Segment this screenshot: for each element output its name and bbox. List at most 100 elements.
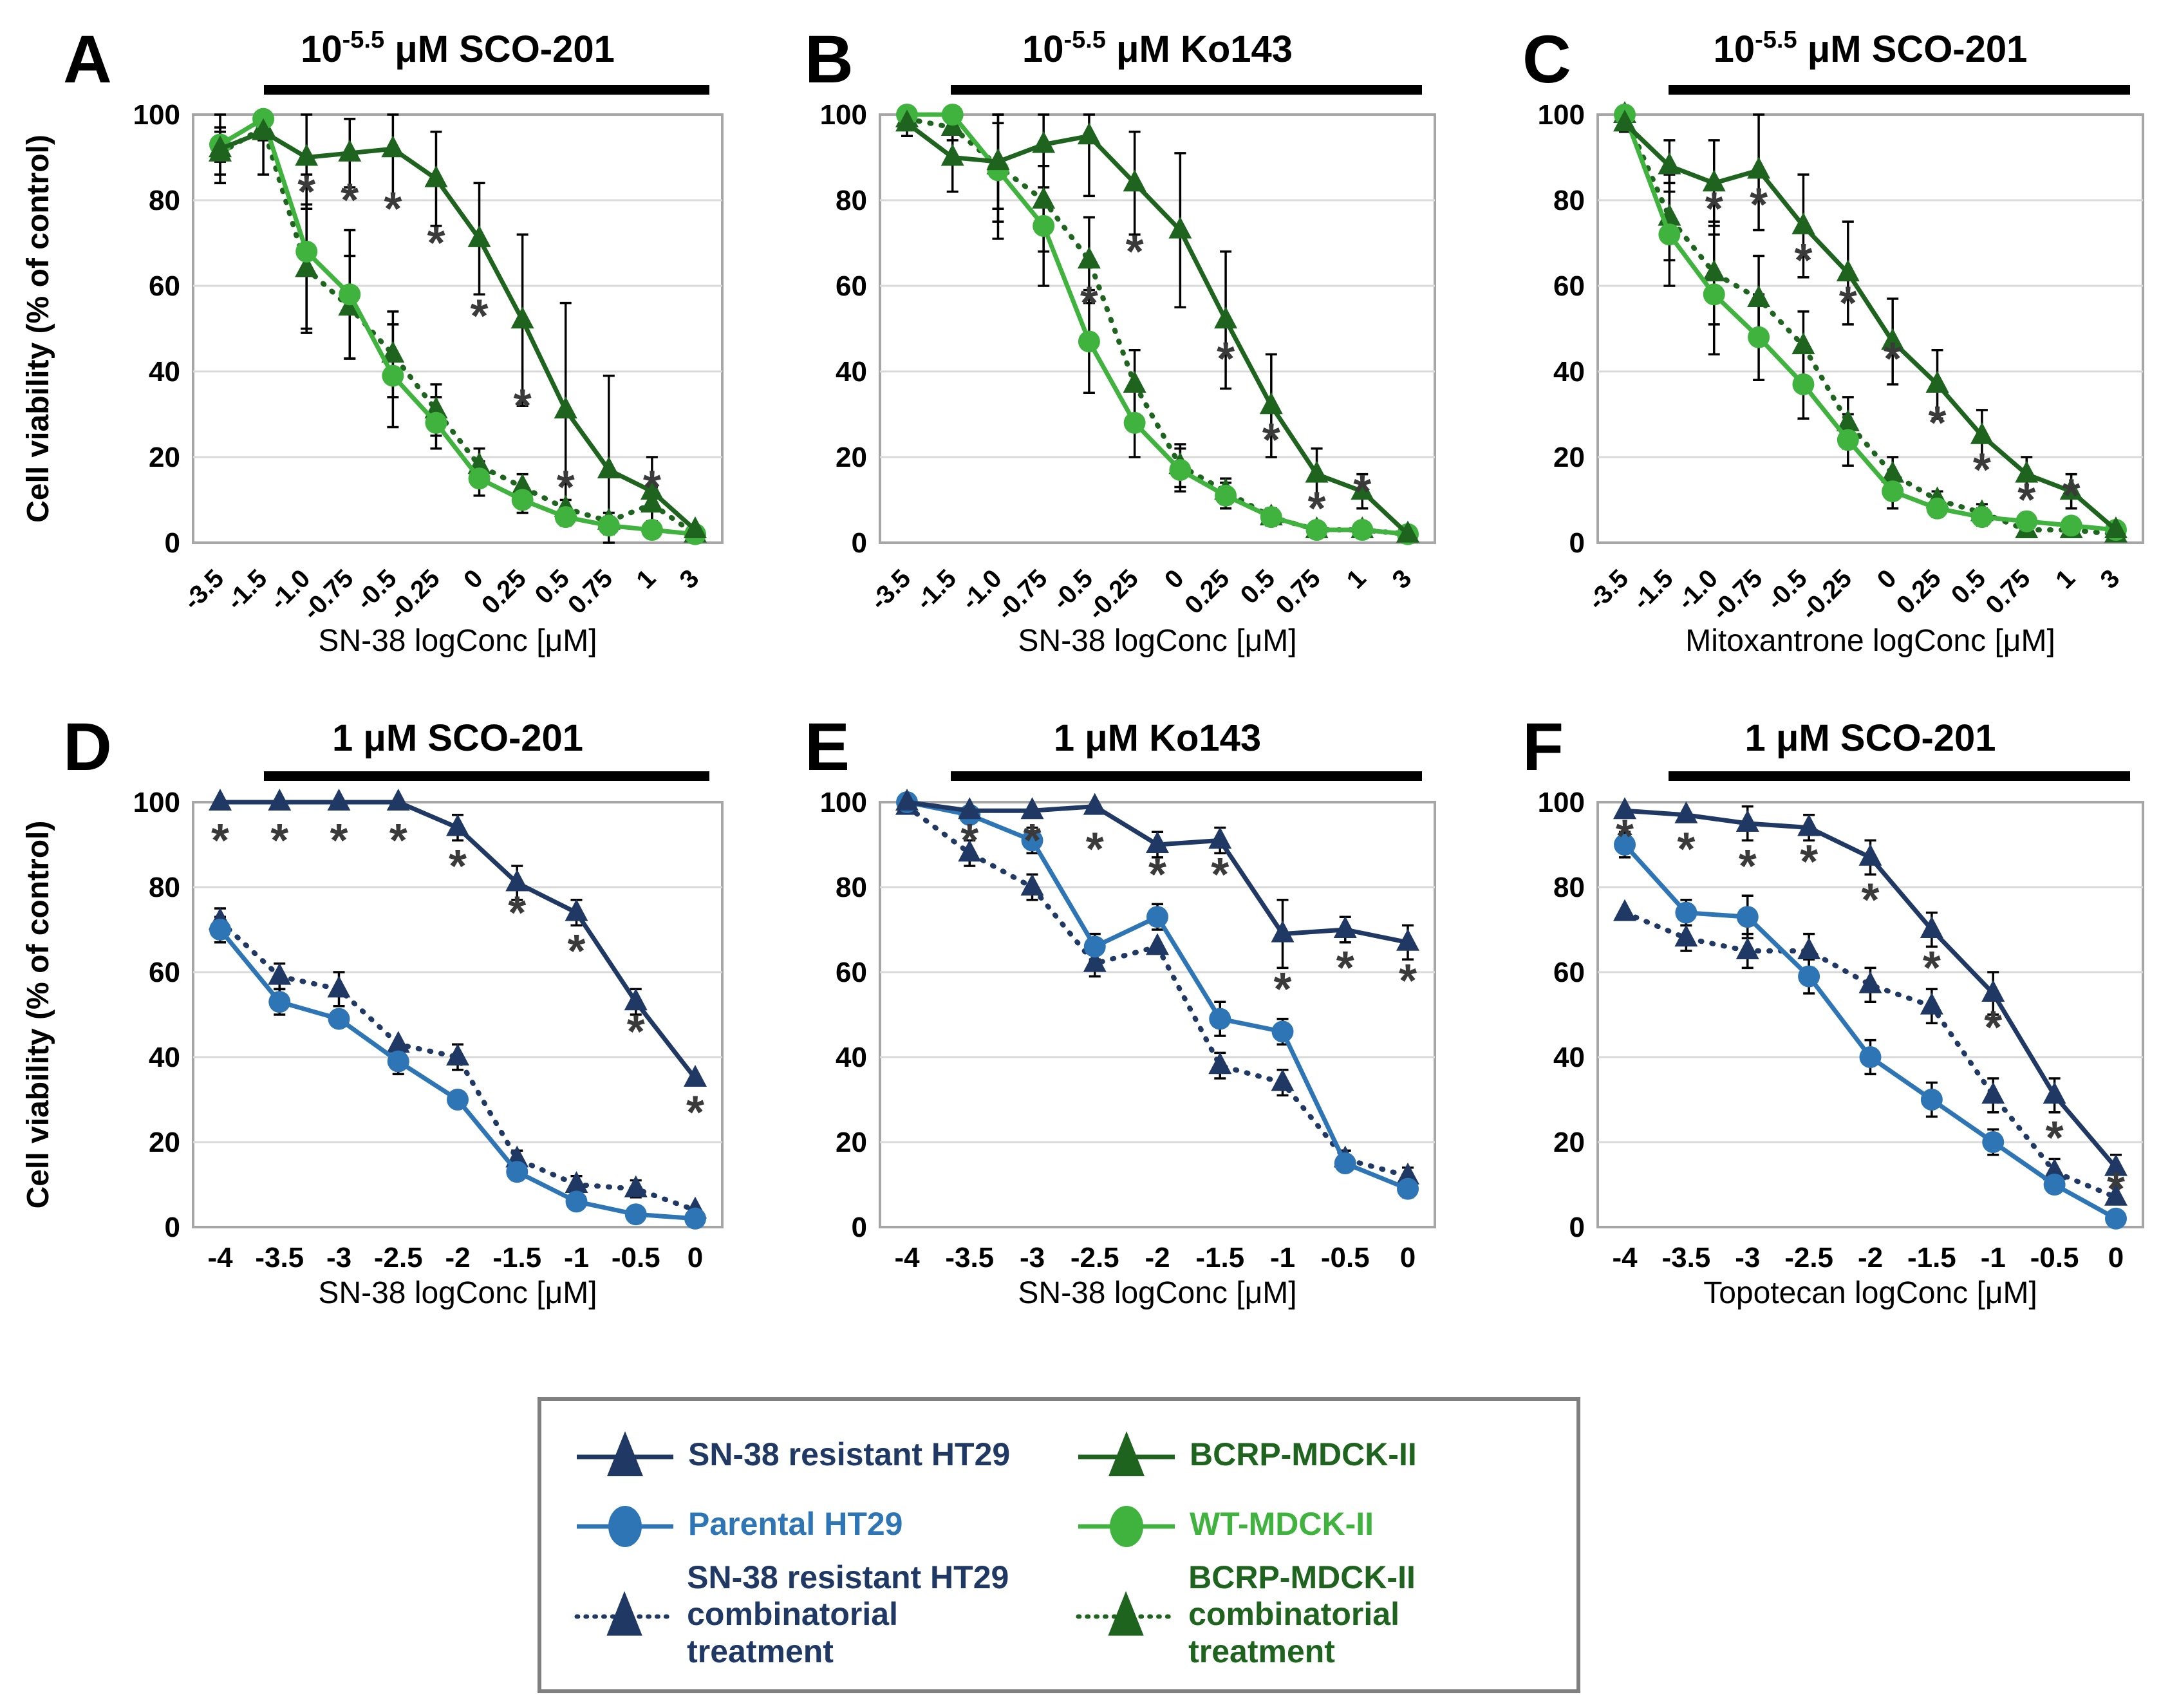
svg-text:*: * (471, 290, 489, 342)
svg-text:*: * (686, 1087, 704, 1139)
svg-text:*: * (341, 175, 359, 227)
svg-text:*: * (297, 166, 315, 218)
x-tick-label: 0.75 (563, 564, 618, 619)
svg-text:*: * (427, 218, 445, 269)
y-axis-title: Cell viability (% of control) (21, 821, 55, 1209)
triangle-dashed-marker-icon (1076, 1591, 1176, 1636)
y-tick-label: 0 (165, 527, 180, 559)
svg-text:*: * (2046, 1112, 2064, 1164)
y-tick-label: 80 (836, 872, 867, 903)
legend-item-label: SN-38 resistant HT29 (688, 1436, 1011, 1473)
x-tick-label: -0.75 (991, 564, 1053, 626)
title-underline-bar (951, 771, 1422, 781)
series-markers-navy-dashed (1613, 899, 2128, 1206)
y-tick-label: 60 (149, 957, 180, 988)
y-tick-label: 80 (836, 185, 867, 216)
x-tick-label: -0.25 (384, 564, 445, 626)
series-line-navy-dashed (1622, 910, 2118, 1200)
y-tick-label: 40 (1553, 356, 1585, 388)
panel-title-A: 10-5.5 μM SCO-201 (301, 26, 615, 70)
series-markers-blue-solid (896, 791, 1419, 1200)
series-markers-dark_green-solid (895, 109, 1419, 543)
svg-text:*: * (1262, 415, 1280, 466)
title-underline-bar (951, 85, 1422, 95)
series-markers-light_green-solid (1614, 104, 2127, 541)
legend-item: BCRP-MDCK-II combinatorial treatment (1075, 1559, 1551, 1671)
legend-item-label: BCRP-MDCK-II combinatorial treatment (1188, 1559, 1551, 1671)
panel-title-D: 1 μM SCO-201 (332, 717, 583, 759)
svg-text:*: * (1616, 811, 1634, 863)
x-tick-label: 0 (1159, 564, 1190, 594)
y-tick-label: 20 (836, 1127, 867, 1158)
y-tick-label: 60 (1553, 957, 1585, 988)
x-tick-label: -4 (1612, 1242, 1638, 1273)
significance-asterisks: * * * * * * * * * (211, 815, 704, 1138)
panel-title-E: 1 μM Ko143 (1054, 717, 1261, 759)
svg-text:*: * (1336, 943, 1354, 994)
x-tick-label: -0.5 (2030, 1242, 2079, 1273)
x-tick-label: -3 (1020, 1242, 1045, 1273)
y-tick-label: 20 (149, 1127, 180, 1158)
y-tick-label: 40 (836, 356, 867, 388)
y-tick-label: 60 (836, 270, 867, 302)
x-tick-label: -0.5 (1321, 1242, 1370, 1273)
x-tick-label: 1 (1342, 564, 1372, 594)
legend-item: BCRP-MDCK-II (1075, 1420, 1551, 1490)
triangle-dashed-marker-icon (574, 1591, 675, 1636)
y-tick-label: 40 (1553, 1042, 1585, 1073)
triangle-marker-icon (1078, 1431, 1175, 1476)
panel-letter-A: A (63, 22, 112, 97)
error-bars (1619, 113, 2033, 531)
y-tick-label: 80 (1553, 185, 1585, 216)
series-line-light_green-solid (907, 112, 1408, 537)
x-tick-label: -1.5 (221, 564, 273, 615)
legend-item: SN-38 resistant HT29 combinatorial treatm… (574, 1559, 1049, 1671)
circle-marker-icon (577, 1505, 673, 1547)
svg-text:*: * (449, 841, 467, 892)
panel-C: C 10-5.5 μM SCO-201 100 80 60 40 20 0 -3.5 -1.5 -1… (1472, 5, 2167, 675)
significance-asterisks: * * * * * * (1080, 227, 1371, 535)
y-tick-label: 100 (133, 99, 180, 131)
series-markers-dark_green-solid (1613, 109, 2128, 539)
y-tick-label: 20 (1553, 442, 1585, 473)
series-markers-blue-solid (1614, 834, 2127, 1230)
legend-item: Parental HT29 (574, 1490, 1049, 1559)
x-tick-label: 0.75 (1980, 564, 2035, 619)
significance-asterisks: * * * * * * * * (297, 166, 661, 513)
triangle-marker-icon (577, 1431, 673, 1476)
x-tick-label: 0 (1872, 564, 1902, 594)
x-axis-title: Mitoxantrone logConc [μM] (1685, 624, 2055, 658)
y-tick-label: 80 (149, 872, 180, 903)
y-tick-label: 20 (836, 442, 867, 473)
svg-text:*: * (1739, 841, 1757, 892)
svg-text:*: * (2062, 471, 2081, 522)
svg-text:*: * (1973, 445, 1991, 496)
x-tick-label: -3.5 (945, 1242, 994, 1273)
legend-item: WT-MDCK-II (1075, 1490, 1551, 1559)
svg-text:*: * (514, 380, 532, 432)
panel-D: D 1 μM SCO-201 100 80 60 40 20 0 Cell viability … (13, 680, 747, 1349)
x-tick-label: -1.5 (492, 1242, 541, 1273)
significance-asterisks: * * * * * * * * * (1616, 811, 2125, 1215)
y-tick-label: 100 (820, 99, 867, 131)
series-markers-dark_green-solid (209, 118, 707, 539)
legend-item-label: WT-MDCK-II (1190, 1505, 1374, 1542)
panel-E: E 1 μM Ko143 100 80 60 40 20 0 -4 -3.5 -3 -2.5 -2 -1.… (754, 680, 1459, 1349)
x-tick-label: 3 (675, 564, 705, 594)
svg-text:*: * (1273, 964, 1291, 1015)
x-tick-label: -1.5 (910, 564, 962, 615)
title-underline-bar (1669, 85, 2130, 95)
svg-text:*: * (1794, 235, 1812, 286)
svg-text:*: * (1211, 849, 1229, 901)
panel-letter-D: D (63, 709, 112, 785)
title-underline-bar (264, 771, 709, 781)
panel-title-B: 10-5.5 μM Ko143 (1022, 26, 1293, 70)
legend: SN-38 resistant HT29 Parental HT29 SN-38 r… (538, 1397, 1580, 1693)
svg-text:*: * (1023, 815, 1041, 867)
y-tick-label: 40 (836, 1042, 867, 1073)
x-tick-label: -3.5 (865, 564, 917, 615)
y-tick-label: 0 (852, 527, 867, 559)
svg-text:*: * (270, 815, 288, 867)
x-tick-label: 1 (2050, 564, 2081, 594)
x-axis-title: SN-38 logConc [μM] (1018, 624, 1296, 658)
